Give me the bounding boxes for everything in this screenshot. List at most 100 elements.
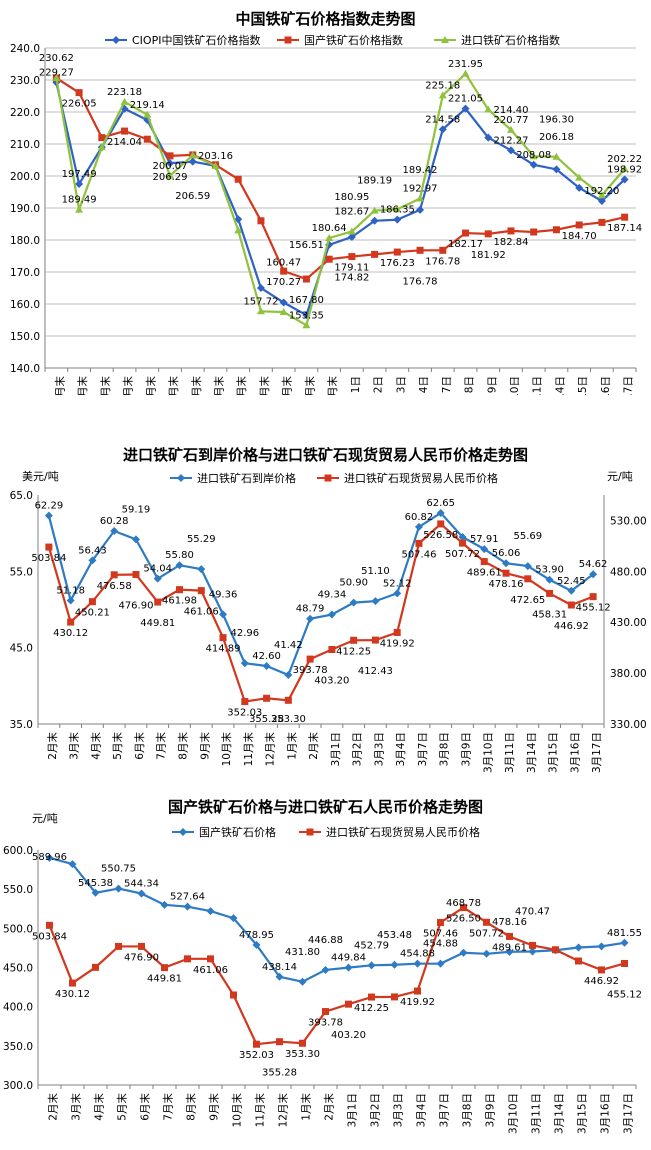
x-tick-label: 3月2日 <box>373 376 385 395</box>
x-tick-label: 3月16日 <box>600 376 612 395</box>
data-label: 157.72 <box>243 296 278 307</box>
data-point-marker <box>298 977 307 986</box>
data-label: 176.78 <box>425 256 460 267</box>
chart-import-price: 进口铁矿石到岸价格与进口铁矿石现货贸易人民币价格走势图 35.0 45.0 55.0… <box>0 440 651 785</box>
x-tick-label: 3月9日 <box>485 1093 497 1127</box>
data-label: 446.92 <box>554 621 589 632</box>
data-label: 214.40 <box>493 105 528 116</box>
data-label: 589.96 <box>32 852 67 863</box>
data-label: 180.95 <box>334 192 369 203</box>
data-point-marker <box>413 959 422 968</box>
x-tick-label: 5月末 <box>111 732 124 760</box>
data-label: 179.11 <box>334 263 369 274</box>
x-tick-label: 9月末 <box>198 732 211 760</box>
y-axis-label: 元/吨 <box>32 812 58 825</box>
data-point-marker <box>482 949 491 958</box>
data-label: 208.08 <box>516 150 551 161</box>
x-tick-label: 10月末 <box>231 1093 244 1128</box>
data-label: 489.61 <box>467 568 502 579</box>
y-tick-label: 300.0 <box>3 1080 33 1092</box>
data-point-marker <box>179 828 187 836</box>
y-tick-label: 210.0 <box>10 139 40 151</box>
data-label: 174.82 <box>334 273 369 284</box>
data-point-marker <box>306 614 315 623</box>
data-point-marker <box>459 948 468 957</box>
data-point-marker <box>393 248 401 256</box>
x-tick-label: 3月11日 <box>532 376 544 395</box>
y-tick-label: 35.0 <box>10 719 33 731</box>
data-point-marker <box>524 575 532 583</box>
data-label: 192.97 <box>403 183 438 194</box>
data-point-marker <box>188 157 197 166</box>
legend-item: 进口铁矿石现货贸易人民币价格 <box>317 471 498 485</box>
data-point-marker <box>393 205 402 213</box>
data-point-marker <box>279 308 288 315</box>
data-point-marker <box>483 918 490 926</box>
data-point-marker <box>589 570 598 579</box>
x-tick-label: 3月17日 <box>623 376 635 395</box>
y-tick-label: 550.0 <box>3 884 33 896</box>
data-label: 62.29 <box>35 501 64 512</box>
data-point-marker <box>370 216 379 225</box>
data-point-marker <box>131 535 140 544</box>
data-point-marker <box>484 133 493 142</box>
data-point-marker <box>138 942 145 950</box>
x-tick-label: 3月4日 <box>395 732 407 766</box>
data-point-marker <box>229 914 238 923</box>
data-point-marker <box>276 1038 283 1046</box>
x-tick-label: 3月1日 <box>347 1093 359 1127</box>
data-point-marker <box>552 226 560 234</box>
data-point-marker <box>371 597 380 606</box>
y-tick-label: 170.0 <box>10 267 40 279</box>
data-point-marker <box>393 215 402 224</box>
data-point-marker <box>415 539 423 547</box>
x-tick-label: 3月16日 <box>600 1093 612 1134</box>
data-point-marker <box>328 645 336 653</box>
x-tick-label: 3月3日 <box>373 732 385 766</box>
data-point-marker <box>441 36 449 43</box>
data-label: 503.84 <box>31 553 66 564</box>
x-tick-label: 2月末 <box>307 732 320 760</box>
data-label: 212.27 <box>493 135 528 146</box>
data-point-marker <box>530 228 538 236</box>
x-tick-label: 3月11日 <box>531 1093 543 1134</box>
data-point-marker <box>256 284 265 292</box>
data-point-marker <box>197 587 205 595</box>
data-point-marker <box>528 947 537 956</box>
x-tick-label: 7月末 <box>167 376 180 395</box>
x-tick-label: 3月7日 <box>439 1093 451 1127</box>
x-tick-label: 11月末 <box>258 376 271 395</box>
data-point-marker <box>416 205 425 214</box>
data-point-marker <box>153 574 162 583</box>
data-label: 206.29 <box>153 172 188 183</box>
legend-label: 进口铁矿石现货贸易人民币价格 <box>344 471 498 485</box>
x-tick-label: 3月10日 <box>509 376 521 395</box>
data-point-marker <box>75 205 84 213</box>
data-point-marker <box>414 987 421 995</box>
x-tick-label: 3月10日 <box>482 732 494 773</box>
y-tick-label: 45.0 <box>10 643 33 655</box>
data-point-marker <box>597 191 606 199</box>
data-point-marker <box>263 694 271 702</box>
data-label: 507.46 <box>423 928 458 939</box>
data-label: 450.21 <box>75 608 110 619</box>
data-point-marker <box>416 246 424 254</box>
legend-item: 国产铁矿石价格指数 <box>277 33 403 47</box>
legend-item: 国产铁矿石价格 <box>172 825 276 839</box>
data-point-marker <box>546 589 554 597</box>
data-point-marker <box>121 127 129 135</box>
data-point-marker <box>552 165 561 174</box>
data-point-marker <box>234 175 242 183</box>
data-label: 412.43 <box>358 666 393 677</box>
data-label: 503.84 <box>32 931 67 942</box>
data-point-marker <box>257 217 265 225</box>
series-line <box>47 511 594 677</box>
data-point-marker <box>575 221 583 229</box>
x-tick-label: 4月末 <box>99 376 112 395</box>
data-label: 156.51 <box>289 240 324 251</box>
data-label: 52.45 <box>557 576 586 587</box>
data-point-marker <box>275 972 284 981</box>
data-point-marker <box>347 227 356 235</box>
y-tick-label: 500.0 <box>3 923 33 935</box>
data-label: 192.20 <box>584 186 619 197</box>
